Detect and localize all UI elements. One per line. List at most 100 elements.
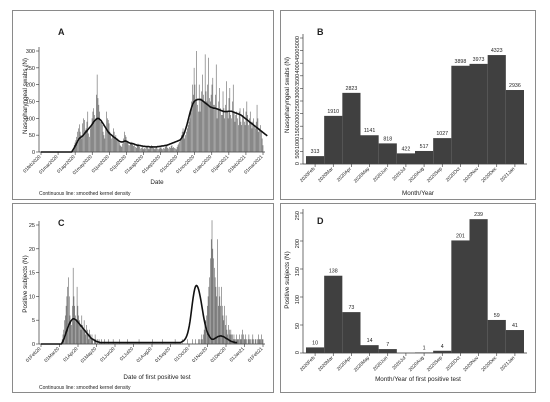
x-axis-label-d: Month/Year of first positive test — [375, 376, 461, 383]
bar-b — [306, 156, 325, 164]
y-tick-label-c: 25 — [29, 223, 35, 229]
bar-d — [505, 330, 524, 353]
y-tick-label-b: 4000 — [295, 61, 301, 73]
panel-letter-a: A — [58, 27, 65, 37]
bar-value-label-d: 4 — [441, 344, 444, 350]
x-axis-label-b: Month/Year — [402, 190, 434, 197]
x-tick-label-b: 2021Jan — [499, 166, 516, 183]
x-tick-label-a: 01jun2020 — [91, 154, 111, 174]
x-tick-label-d: 2020Nov — [462, 355, 480, 373]
x-tick-label-c: 01Jun20 — [99, 346, 116, 363]
x-tick-label-c: 01Dec20 — [210, 346, 228, 364]
x-tick-label-d: 2020Apr — [336, 355, 353, 372]
x-tick-label-a: 01sep2020 — [141, 154, 162, 175]
panel-b: B 0 500 1000 1500 2000 2500 3000 3500 4000 4500 50… — [280, 10, 536, 200]
x-tick-label-b: 2020Nov — [462, 166, 480, 184]
y-tick-label-c: 15 — [29, 271, 35, 277]
bar-value-label-b: 1141 — [364, 128, 375, 134]
caption-c: Continuous line: smoothed kernel density — [39, 385, 131, 391]
y-tick-label-b: 3000 — [295, 86, 301, 98]
bar-value-label-b: 3898 — [455, 59, 467, 65]
bar-value-label-d: 73 — [348, 305, 354, 311]
bar-value-label-b: 1027 — [436, 131, 448, 137]
x-tick-label-d: 2020Mar — [317, 355, 335, 373]
density-line-c — [40, 284, 238, 345]
x-tick-label-c: 01May20 — [80, 346, 98, 364]
y-tick-label-c: 10 — [29, 294, 35, 300]
y-tick-label-a: 200 — [26, 83, 35, 89]
bar-value-label-d: 10 — [312, 340, 318, 346]
y-tick-label-b: 3500 — [295, 74, 301, 86]
bar-value-label-d: 138 — [329, 269, 338, 275]
y-tick-label-d: 150 — [295, 267, 301, 276]
y-tick-label-b: 5000 — [295, 36, 301, 48]
bar-b — [505, 90, 524, 164]
y-axis-label-a: Nasopharyngeal swabs (N) — [22, 58, 29, 134]
panel-letter-b: B — [317, 27, 324, 37]
bar-b — [396, 153, 415, 164]
y-tick-label-b: 500 — [295, 149, 301, 158]
panel-letter-c: C — [58, 218, 65, 228]
x-tick-label-c: 01Sep20 — [154, 346, 172, 364]
x-tick-label-b: 2020Mar — [317, 166, 335, 184]
chart-a-marks — [41, 51, 268, 153]
chart-b-marks: 313 1910 2823 1141 818 422 517 1027 3898 3973 4323… — [306, 48, 524, 165]
x-tick-label-d: 2020Jun — [372, 355, 389, 372]
bar-b — [360, 135, 379, 164]
y-tick-label-b: 2000 — [295, 112, 301, 124]
bar-value-label-d: 59 — [494, 313, 500, 319]
bar-value-label-b: 3973 — [473, 57, 485, 63]
bar-value-label-d: 239 — [474, 212, 483, 218]
bar-value-label-d: 41 — [512, 323, 518, 329]
bar-d — [306, 347, 325, 353]
y-tick-label-b: 1500 — [295, 124, 301, 136]
x-tick-label-c: 01Mar20 — [43, 346, 61, 364]
y-tick-label-d: 200 — [295, 239, 301, 248]
y-axis-label-c: Positive subjects (N) — [22, 255, 29, 312]
x-tick-label-b: 2020Jul — [391, 166, 407, 182]
x-tick-label-b: 2020Sep — [426, 166, 444, 184]
bar-value-label-b: 422 — [401, 146, 410, 152]
x-tick-label-c: 01Apr20 — [62, 346, 79, 363]
x-tick-label-b: 2020Dec — [480, 166, 498, 184]
y-tick-label-d: 250 — [295, 211, 301, 220]
x-tick-label-d: 2020May — [353, 355, 372, 374]
y-tick-label-b: 0 — [295, 162, 301, 165]
x-tick-label-a: 01mar2021 — [243, 154, 265, 176]
x-tick-label-c: 01Nov20 — [191, 346, 209, 364]
chart-c-marks — [40, 220, 264, 345]
bar-b — [469, 63, 488, 164]
x-tick-label-d: 2020Jul — [391, 355, 407, 371]
chart-b-svg: B 0 5001000150020002500300035004000450050… — [284, 27, 527, 197]
bar-b — [433, 138, 452, 164]
bar-value-label-d: 14 — [367, 338, 373, 344]
y-tick-label-a: 50 — [29, 133, 35, 139]
x-tick-label-b: 2020Apr — [336, 166, 353, 183]
bar-b — [415, 150, 434, 164]
bar-value-label-d: 1 — [423, 345, 426, 351]
bar-value-label-b: 1910 — [327, 109, 339, 115]
y-tick-label-c: 0 — [32, 342, 35, 348]
x-tick-label-c: 01Aug20 — [136, 346, 154, 364]
x-tick-label-c: 01Oct20 — [173, 346, 190, 363]
bar-d — [451, 240, 470, 353]
y-tick-label-b: 2500 — [295, 99, 301, 111]
bar-d — [378, 349, 397, 353]
density-line-a — [41, 98, 268, 153]
y-axis-label-b: Nasopharyngeal swabs (N) — [284, 57, 291, 133]
x-tick-label-d: 2020Aug — [408, 355, 426, 373]
x-tick-label-b: 2020Jun — [372, 166, 389, 183]
y-tick-label-d: 0 — [295, 351, 301, 354]
panel-c: C 0 5 10 15 20 25 01Feb20 01Mar20 01Apr20 01May20… — [12, 203, 274, 393]
bar-b — [487, 55, 506, 165]
x-tick-label-d: 2020Feb — [299, 355, 317, 373]
x-tick-label-d: 2020Oct — [445, 355, 463, 373]
panel-letter-d: D — [317, 216, 324, 226]
panel-d: D 0 50 100 150 200 250 2020Feb 2020Mar 2020Apr 20… — [280, 203, 536, 393]
chart-c-svg: C 0 5 10 15 20 25 01Feb20 01Mar20 01Apr20 01May20… — [22, 218, 265, 391]
x-tick-label-a: 01mar2020 — [38, 154, 60, 176]
bar-b — [342, 92, 361, 164]
y-tick-label-a: 150 — [26, 100, 35, 106]
bar-value-label-b: 2936 — [509, 83, 521, 89]
